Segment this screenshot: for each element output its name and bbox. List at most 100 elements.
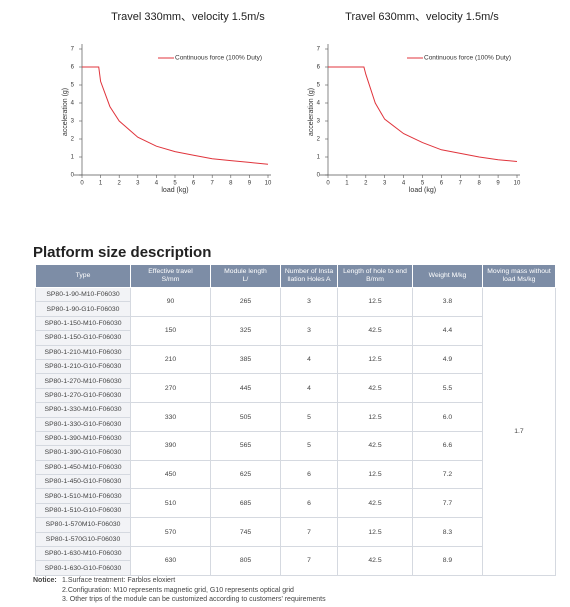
- y-tick-label: 4: [317, 101, 321, 107]
- header-cell: Module length L/: [210, 264, 281, 288]
- notice-item: 1.Surface treatment: Farblos eloxiert: [62, 577, 176, 584]
- type-cell: SP80-1-510-G10-F06030: [35, 502, 131, 519]
- header-cell: Moving mass without load Ms/kg: [482, 264, 556, 288]
- x-tick-label: 3: [383, 181, 387, 187]
- table-cell: 7: [280, 546, 338, 576]
- table-row: SP80-1-270-M10-F06030 270 445 4 42.5 5.5: [35, 373, 556, 404]
- notice-items: 1.Surface treatment: Farblos eloxiert 2.C…: [62, 576, 326, 605]
- type-cell: SP80-1-150-G10-F06030: [35, 330, 131, 346]
- header-cell: Type: [35, 264, 131, 288]
- table-cell: 330: [130, 402, 211, 432]
- section-title: Platform size description: [33, 244, 212, 261]
- header-cell: Effective travel S/mm: [130, 264, 211, 288]
- table-cell: 42.5: [337, 546, 413, 576]
- table-row: SP80-1-630-M10-F06030 630 805 7 42.5 8.9: [35, 546, 556, 576]
- x-tick-label: 8: [229, 181, 233, 187]
- chart-title: Travel 330mm、velocity 1.5m/s: [111, 11, 265, 23]
- table-cell: 8.9: [412, 546, 483, 576]
- type-cell: SP80-1-270-M10-F06030: [35, 373, 131, 389]
- table-cell: 12.5: [337, 344, 413, 375]
- table-cell: 8.3: [412, 517, 483, 548]
- notice-item: 2.Configuration: M10 represents magnetic…: [62, 586, 294, 594]
- table-cell: 5: [280, 430, 338, 461]
- table-cell: 510: [130, 488, 211, 519]
- x-axis-label: load (kg): [409, 187, 436, 194]
- type-cell: SP80-1-210-M10-F06030: [35, 344, 131, 360]
- table-cell: 625: [210, 459, 281, 490]
- moving-mass-cell: 1.7: [482, 287, 556, 576]
- x-tick-label: 10: [265, 181, 272, 187]
- table-cell: 385: [210, 344, 281, 375]
- table-cell: 7: [280, 517, 338, 548]
- header-cell: Length of hole to end B/mm: [337, 264, 413, 288]
- spec-table: Type Effective travel S/mm Module length L…: [35, 264, 556, 576]
- y-tick-label: 3: [71, 119, 75, 125]
- table-cell: 90: [130, 287, 211, 317]
- type-cell: SP80-1-150-M10-F06030: [35, 315, 131, 332]
- table-cell: 5: [280, 402, 338, 432]
- table-cell: 390: [130, 430, 211, 461]
- x-tick-label: 5: [421, 181, 425, 187]
- type-cell: SP80-1-630-M10-F06030: [35, 546, 131, 562]
- x-axis-label: load (kg): [161, 187, 188, 194]
- table-row: SP80-1-390-M10-F06030 390 565 5 42.5 6.6: [35, 430, 556, 461]
- chart-title: Travel 630mm、velocity 1.5m/s: [345, 11, 499, 23]
- table-cell: 565: [210, 430, 281, 461]
- table-cell: 7.2: [412, 459, 483, 490]
- table-cell: 6: [280, 459, 338, 490]
- type-cell: SP80-1-570G10-F06030: [35, 531, 131, 548]
- x-tick-label: 4: [155, 181, 159, 187]
- series-line: [328, 66, 518, 162]
- y-tick-label: 7: [317, 47, 321, 53]
- table-cell: 3: [280, 315, 338, 346]
- x-tick-label: 0: [80, 181, 84, 187]
- y-tick-label: 0: [71, 173, 75, 179]
- table-row: SP80-1-210-M10-F06030 210 385 4 12.5 4.9: [35, 344, 556, 375]
- header-row: Type Effective travel S/mm Module length L…: [35, 264, 556, 288]
- type-cell: SP80-1-630-G10-F06030: [35, 560, 131, 576]
- x-tick-label: 6: [440, 181, 444, 187]
- series-line: [82, 66, 269, 165]
- table-cell: 445: [210, 373, 281, 404]
- table-cell: 685: [210, 488, 281, 519]
- table-cell: 12.5: [337, 517, 413, 548]
- x-tick-label: 8: [478, 181, 482, 187]
- x-tick-label: 4: [402, 181, 406, 187]
- y-tick-label: 5: [71, 83, 75, 89]
- table-row: SP80-1-390-G10-F06030: [35, 445, 556, 461]
- table-row: SP80-1-330-M10-F06030 330 505 5 12.5 6.0: [35, 402, 556, 432]
- table-row: SP80-1-510-G10-F06030: [35, 502, 556, 519]
- table-cell: 12.5: [337, 402, 413, 432]
- y-tick-label: 1: [71, 155, 75, 161]
- type-cell: SP80-1-90-M10-F06030: [35, 286, 131, 303]
- y-tick-label: 6: [317, 65, 321, 71]
- legend-label: Continuous force (100% Duty): [424, 55, 511, 62]
- table-cell: 6: [280, 488, 338, 519]
- table-row: SP80-1-450-M10-F06030 450 625 6 12.5 7.2: [35, 459, 556, 490]
- table-cell: 12.5: [337, 287, 413, 317]
- x-tick-label: 0: [326, 181, 330, 187]
- x-tick-label: 9: [248, 181, 252, 187]
- table-cell: 450: [130, 459, 211, 490]
- table-row: SP80-1-90-M10-F06030 90 265 3 12.5 3.8 1.7: [35, 286, 556, 576]
- x-tick-label: 9: [496, 181, 500, 187]
- x-tick-label: 7: [211, 181, 215, 187]
- table-cell: 4: [280, 373, 338, 404]
- table-cell: 3.8: [412, 287, 483, 317]
- y-tick-label: 4: [71, 101, 75, 107]
- table-row: SP80-1-150-G10-F06030: [35, 330, 556, 346]
- type-cell: SP80-1-510-M10-F06030: [35, 488, 131, 504]
- type-cell: SP80-1-570M10-F06030: [35, 517, 131, 533]
- y-axis-label: acceleration (g): [62, 88, 69, 136]
- x-tick-label: 6: [192, 181, 196, 187]
- y-tick-label: 2: [71, 137, 75, 143]
- legend-label: Continuous force (100% Duty): [175, 55, 262, 62]
- type-cell: SP80-1-390-G10-F06030: [35, 445, 131, 461]
- table-row: SP80-1-450-G10-F06030: [35, 474, 556, 490]
- table-cell: 6.0: [412, 402, 483, 432]
- table-row: SP80-1-510-M10-F06030 510 685 6 42.5 7.7: [35, 488, 556, 519]
- x-tick-label: 7: [459, 181, 463, 187]
- type-cell: SP80-1-270-G10-F06030: [35, 387, 131, 404]
- notice-label: Notice:: [33, 577, 57, 584]
